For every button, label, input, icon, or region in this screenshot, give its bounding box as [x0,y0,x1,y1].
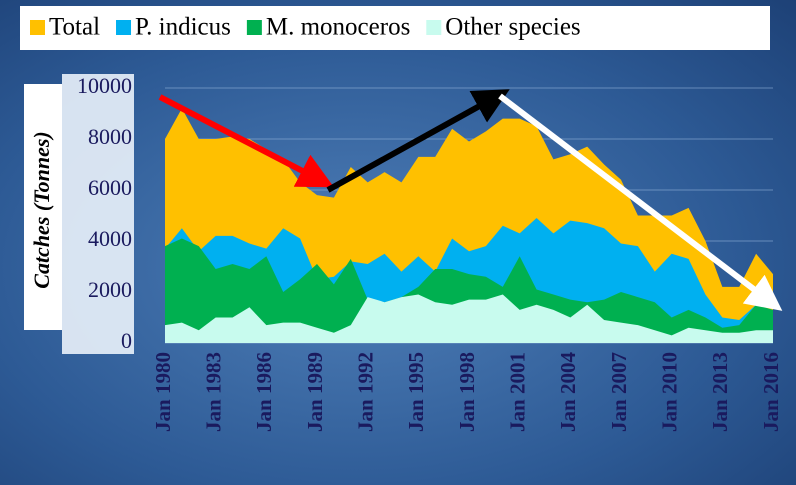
y-tick-label: 4000 [88,226,132,251]
legend-swatch [116,20,131,35]
x-tick-label: Jan 2007 [607,352,631,432]
x-tick-label: Jan 1980 [151,352,175,432]
legend-label: Other species [445,14,580,41]
y-axis-label: Catches (Tonnes) [29,131,54,288]
x-tick-label: Jan 1983 [201,352,225,432]
legend-swatch [247,20,262,35]
y-tick-label: 8000 [88,124,132,149]
legend-label: M. monoceros [266,14,410,41]
y-tick-label: 10000 [77,73,132,98]
chart: 0 2000 4000 6000 8000 10000 Jan 1980 Jan 1983 Ja… [0,0,796,485]
x-tick-label: Jan 1998 [455,352,479,432]
x-tick-label: Jan 1989 [303,352,327,432]
x-tick-label: Jan 2010 [657,352,681,432]
y-tick-label: 0 [121,328,132,353]
x-tick-label: Jan 1995 [404,352,428,432]
y-tick-label: 2000 [88,277,132,302]
y-tick-box [62,74,134,354]
y-tick-label: 6000 [88,175,132,200]
x-tick-label: Jan 2016 [759,352,783,432]
legend-swatch [426,20,441,35]
legend-swatch [30,20,45,35]
x-tick-label: Jan 1986 [252,352,276,432]
x-tick-label: Jan 2013 [708,352,732,432]
legend-label: Total [49,14,100,41]
x-tick-label: Jan 1992 [353,352,377,432]
x-tick-label: Jan 2004 [556,352,580,432]
x-tick-label: Jan 2001 [505,352,529,432]
legend-label: P. indicus [135,14,231,41]
